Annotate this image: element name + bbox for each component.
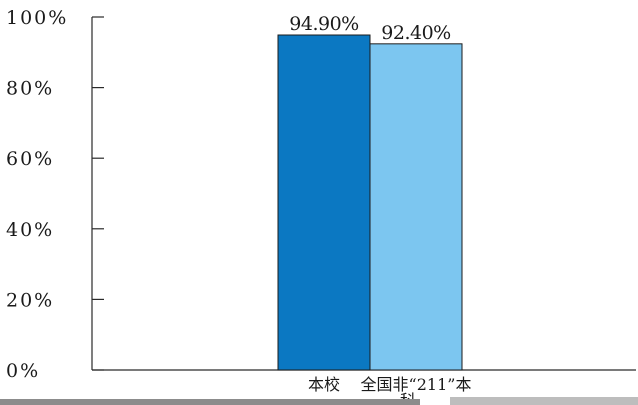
y-tick-label: 0% (6, 360, 40, 382)
bars (277, 34, 463, 371)
bottom-strip-left (0, 399, 420, 405)
y-tick-label: 20% (6, 289, 54, 311)
category-labels: 本校 全国非“211”本科 (308, 375, 471, 405)
y-tick-label: 80% (6, 78, 54, 100)
y-tick-label: 40% (6, 219, 54, 241)
y-tick-label: 60% (6, 148, 54, 170)
data-label: 94.90% (289, 13, 358, 35)
data-labels: 94.90% 92.40% (289, 13, 451, 44)
category-label: 全国非“211”本 (361, 375, 472, 394)
category-label: 本校 (308, 375, 340, 394)
bottom-strip (0, 397, 638, 405)
y-tick-label: 100% (6, 7, 68, 29)
bar (277, 34, 371, 371)
data-label: 92.40% (381, 22, 450, 44)
bar (369, 43, 463, 371)
bottom-strip-right (450, 397, 638, 405)
y-axis-ticks: 0% 20% 40% 60% 80% 100% (6, 7, 104, 382)
